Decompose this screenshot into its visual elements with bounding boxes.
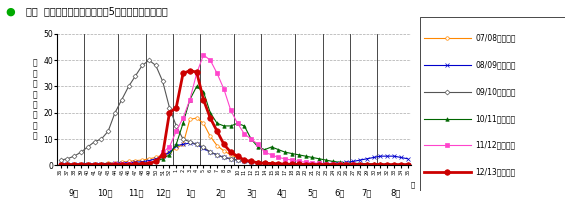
Text: 2月: 2月: [215, 188, 226, 197]
Text: 11/12シーズン: 11/12シーズン: [475, 141, 515, 150]
Text: 4月: 4月: [276, 188, 287, 197]
Text: 10/11シーズン: 10/11シーズン: [475, 114, 515, 123]
Text: 3月: 3月: [246, 188, 256, 197]
Text: 6月: 6月: [335, 188, 345, 197]
Text: 11月: 11月: [128, 188, 143, 197]
Text: 1月: 1月: [185, 188, 195, 197]
Text: 週: 週: [411, 181, 415, 188]
Text: 5月: 5月: [307, 188, 317, 197]
Text: 09/10シーズン: 09/10シーズン: [475, 87, 516, 96]
Text: 全国  週別患者発生状況（過去5シーズンとの比較）: 全国 週別患者発生状況（過去5シーズンとの比較）: [26, 6, 167, 16]
Y-axis label: 定
点
当
た
り
報
告
数: 定 点 当 た り 報 告 数: [33, 59, 38, 141]
Text: 12/13シーズン: 12/13シーズン: [475, 167, 515, 177]
Text: 10月: 10月: [97, 188, 112, 197]
Text: ●: ●: [6, 6, 15, 16]
Text: 9月: 9月: [69, 188, 79, 197]
Text: 8月: 8月: [391, 188, 401, 197]
Text: 08/09シーズン: 08/09シーズン: [475, 61, 516, 70]
Text: 12月: 12月: [155, 188, 170, 197]
FancyBboxPatch shape: [420, 17, 565, 191]
Text: 7月: 7月: [361, 188, 372, 197]
Text: 07/08シーズン: 07/08シーズン: [475, 34, 516, 43]
